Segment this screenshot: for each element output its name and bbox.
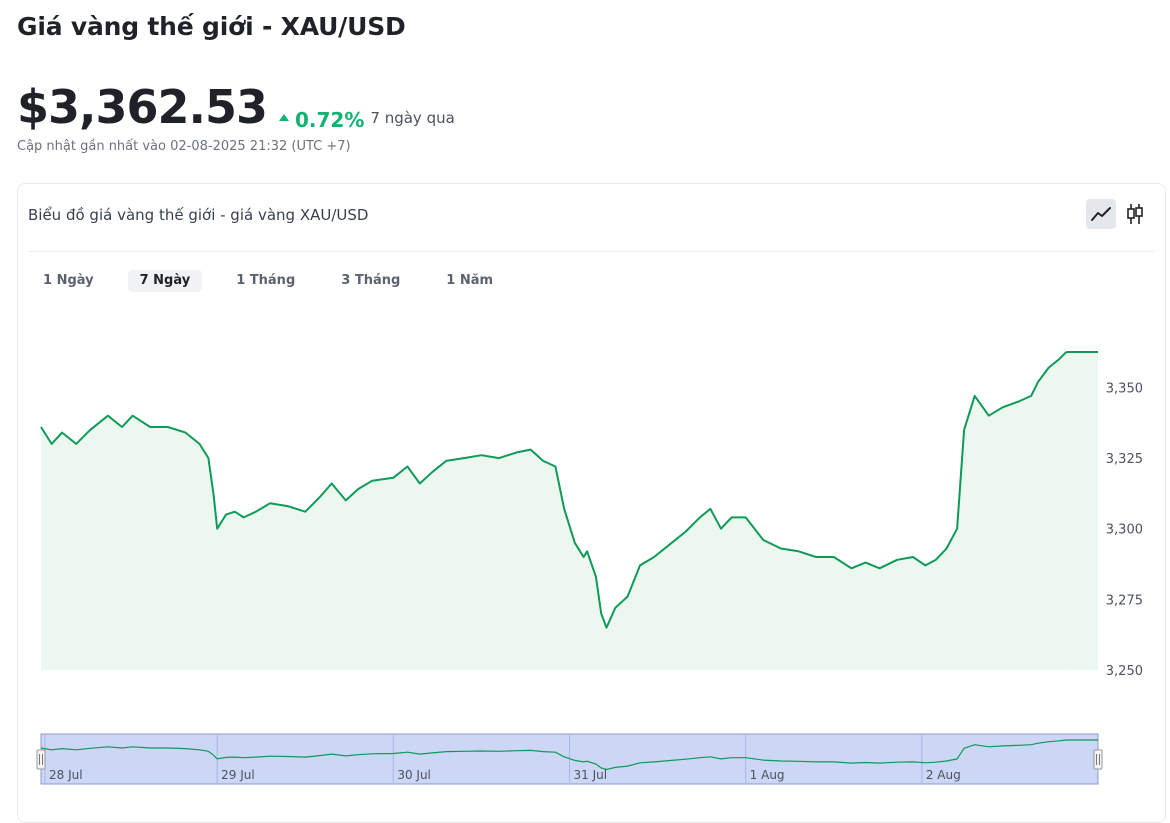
tab-1-month[interactable]: 1 Tháng xyxy=(236,273,296,288)
price-change-value: 0.72% xyxy=(295,107,365,132)
price-row: $3,362.53 0.72% 7 ngày qua xyxy=(17,80,455,134)
tab-1-day[interactable]: 1 Ngày xyxy=(43,273,94,288)
candlestick-icon xyxy=(1127,204,1143,224)
candlestick-button[interactable] xyxy=(1120,199,1150,229)
card-divider xyxy=(28,251,1155,252)
change-period: 7 ngày qua xyxy=(370,109,455,127)
range-tabs: 1 Ngày 7 Ngày 1 Tháng 3 Tháng 1 Năm xyxy=(31,270,527,292)
tab-7-days[interactable]: 7 Ngày xyxy=(127,270,203,292)
last-updated: Cập nhật gần nhất vào 02-08-2025 21:32 (… xyxy=(17,139,351,154)
price-change: 0.72% xyxy=(279,108,364,132)
page-title: Giá vàng thế giới - XAU/USD xyxy=(17,12,406,41)
chart-card-title: Biểu đồ giá vàng thế giới - giá vàng XAU… xyxy=(28,206,369,224)
triangle-up-icon xyxy=(279,114,289,121)
line-chart-icon xyxy=(1091,207,1111,221)
current-price: $3,362.53 xyxy=(17,80,268,134)
tab-1-year[interactable]: 1 Năm xyxy=(446,273,494,288)
tab-3-months[interactable]: 3 Tháng xyxy=(341,273,401,288)
chart-card: Biểu đồ giá vàng thế giới - giá vàng XAU… xyxy=(17,183,1166,823)
line-chart-button[interactable] xyxy=(1086,199,1116,229)
